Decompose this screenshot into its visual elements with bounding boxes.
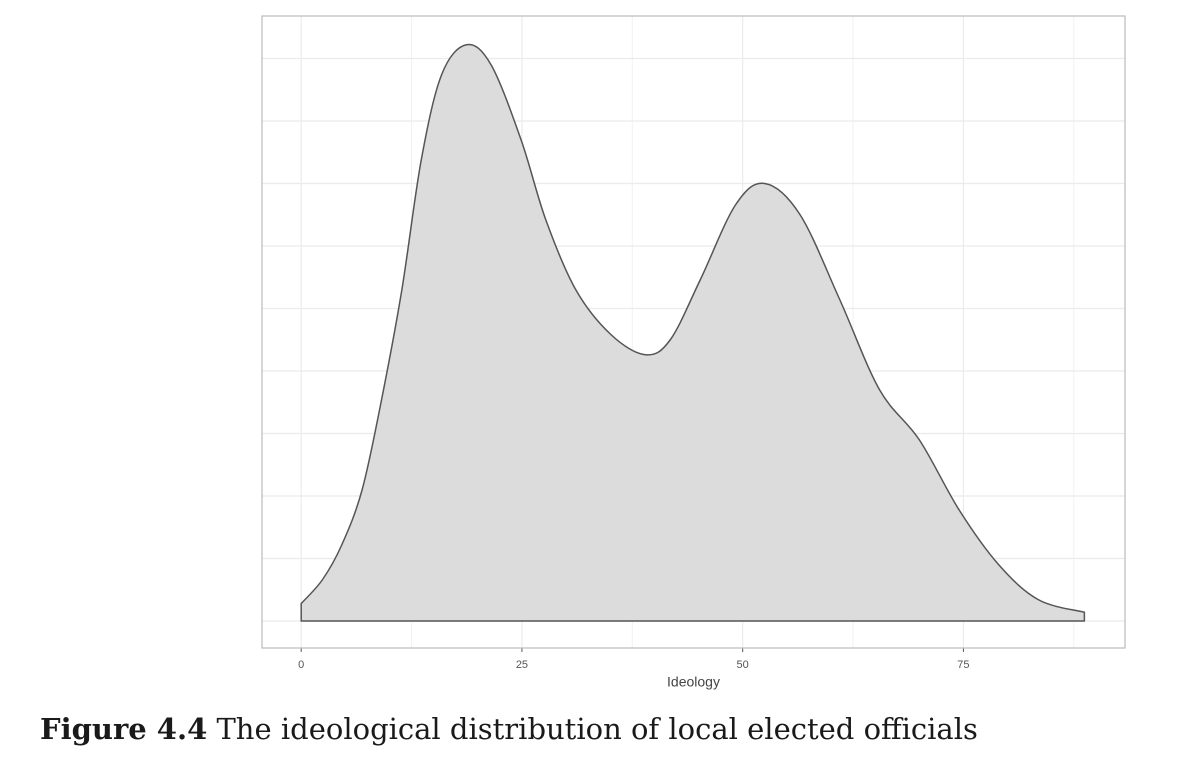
x-tick-label: 50	[737, 659, 749, 671]
figure-caption: Figure 4.4 The ideological distribution …	[40, 712, 978, 746]
plot-border	[261, 15, 1126, 649]
x-tick-label: 0	[298, 659, 304, 671]
density-area	[300, 43, 1086, 622]
x-axis-title: Ideology	[667, 674, 720, 690]
figure-label: Figure 4.4	[40, 712, 208, 746]
caption-text: The ideological distribution of local el…	[216, 712, 978, 746]
chart: 0 25 50 75 Ideology	[261, 15, 1126, 690]
x-tick-label: 25	[516, 659, 528, 671]
x-tick-label: 75	[957, 659, 969, 671]
